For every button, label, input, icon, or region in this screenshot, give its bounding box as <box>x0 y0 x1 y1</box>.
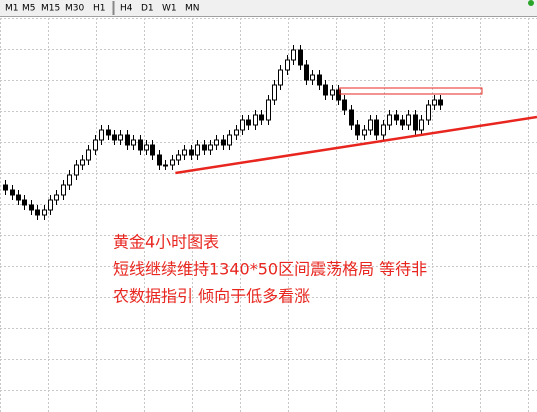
candle-body <box>419 119 424 131</box>
candle-body <box>246 119 251 126</box>
candle-body <box>54 194 59 201</box>
candle-body <box>22 199 27 206</box>
candle-body <box>74 164 79 176</box>
timeframe-button[interactable]: H1 <box>93 4 106 14</box>
candle-body <box>304 64 309 81</box>
candle-body <box>99 129 104 141</box>
candle-body <box>400 119 405 126</box>
candle-body <box>272 84 277 101</box>
candle-body <box>336 89 341 101</box>
candle-body <box>157 154 162 166</box>
candle-body <box>176 154 181 161</box>
candle-body <box>202 144 207 151</box>
candle-body <box>259 114 264 121</box>
candle-body <box>170 159 175 166</box>
candle-body <box>16 194 21 201</box>
candle-body <box>406 114 411 126</box>
candle-body <box>240 119 245 131</box>
candle-body <box>438 99 443 106</box>
candle-body <box>330 89 335 96</box>
timeframe-button[interactable]: W1 <box>162 4 177 14</box>
candle-body <box>432 99 437 106</box>
candle-body <box>362 129 367 136</box>
timeframe-button[interactable]: M5 <box>22 4 36 14</box>
timeframe-button[interactable]: H4 <box>120 4 133 14</box>
candle-body <box>42 209 47 216</box>
candle-body <box>29 204 34 211</box>
candle-body <box>374 119 379 136</box>
annotation-line: 短线继续维持1340*50区间震荡格局 等待非 <box>113 260 427 279</box>
candle-body <box>150 144 155 156</box>
candle-body <box>3 184 8 191</box>
candle-body <box>368 119 373 131</box>
candle-body <box>298 49 303 66</box>
candle-body <box>35 209 40 216</box>
candle-body <box>86 149 91 161</box>
candle-body <box>208 144 213 151</box>
candle-body <box>310 74 315 81</box>
candle-body <box>195 144 200 156</box>
candle-body <box>48 199 53 211</box>
candle-body <box>80 159 85 166</box>
candle-body <box>118 134 123 141</box>
range-box <box>339 87 483 95</box>
candle-body <box>291 49 296 61</box>
candle-body <box>381 124 386 136</box>
candle-body <box>394 114 399 121</box>
timeframe-button[interactable]: M30 <box>65 4 84 14</box>
candle-body <box>106 129 111 136</box>
annotation-line: 黄金4小时图表 <box>113 233 219 252</box>
candle-body <box>342 99 347 111</box>
timeframe-button[interactable]: M15 <box>41 4 60 14</box>
candle-body <box>221 139 226 146</box>
candle-body <box>387 114 392 126</box>
timeframe-button[interactable]: M1 <box>5 4 19 14</box>
candle-body <box>125 134 130 146</box>
status-dot <box>528 0 534 6</box>
candle-body <box>234 129 239 136</box>
candle-body <box>278 69 283 86</box>
candle-body <box>131 139 136 146</box>
candle-body <box>317 74 322 86</box>
candle-body <box>355 124 360 136</box>
candle-body <box>214 139 219 146</box>
candle-body <box>67 174 72 186</box>
candle-body <box>266 99 271 121</box>
candle-body <box>349 109 354 126</box>
candle-body <box>426 104 431 121</box>
candle-body <box>227 134 232 146</box>
candle-body <box>61 184 66 196</box>
candle-body <box>323 84 328 96</box>
candle-body <box>138 139 143 151</box>
plot <box>3 45 537 220</box>
toolbar <box>0 0 537 16</box>
candle-body <box>189 149 194 156</box>
grid <box>0 17 537 412</box>
candle-body <box>112 134 117 141</box>
candle-body <box>413 114 418 131</box>
annotation-line: 农数据指引 倾向于低多看涨 <box>113 287 310 306</box>
candle-body <box>163 164 168 167</box>
candle-body <box>182 149 187 156</box>
timeframe-button[interactable]: MN <box>185 4 200 14</box>
candle-body <box>10 189 15 196</box>
candle-body <box>93 139 98 151</box>
toolbar-buttons: M1 M5 M15 M30 H1 H4 D1 W1 MN <box>5 1 200 15</box>
trend-line <box>175 115 537 175</box>
timeframe-button[interactable]: D1 <box>141 4 154 14</box>
candle-body <box>144 144 149 151</box>
candle-body <box>285 59 290 71</box>
candle-body <box>253 114 258 126</box>
